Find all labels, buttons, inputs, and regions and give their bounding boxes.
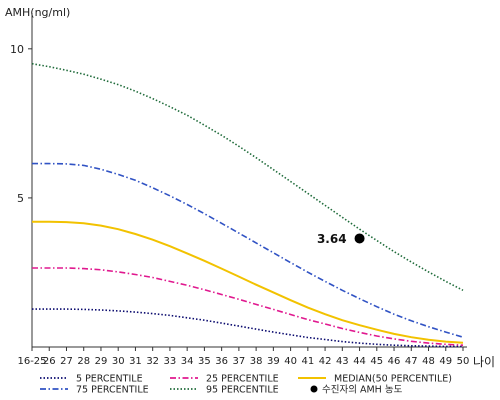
marker-value-label: 3.64 [317, 232, 347, 246]
x-tick-label: 43 [336, 356, 349, 367]
x-axis-title: 나이 [473, 355, 495, 369]
series-line [31, 62, 464, 292]
x-tick-label: 33 [164, 356, 177, 367]
x-tick-label: 39 [267, 356, 280, 367]
legend-label: MEDIAN(50 PERCENTILE) [334, 374, 452, 385]
x-tick-label: 37 [233, 356, 246, 367]
series-lines [31, 62, 464, 348]
x-tick-label: 41 [301, 356, 314, 367]
x-tick-label: 35 [198, 356, 211, 367]
y-tick-label: 5 [17, 192, 24, 205]
y-tick-label: 10 [10, 43, 24, 56]
series-line [32, 267, 464, 346]
y-axis-ticks: 5 10 [10, 43, 32, 205]
marker-point [354, 233, 365, 244]
legend-label: 75 PERCENTILE [76, 385, 149, 396]
x-tick-label: 42 [319, 356, 332, 367]
y-axis-title: AMH(ng/ml) [5, 6, 70, 19]
x-tick-label: 36 [215, 356, 228, 367]
x-tick-label: 26 [43, 356, 56, 367]
x-tick-label: 16-25 [17, 356, 46, 367]
patient-marker: 3.64 [317, 232, 365, 246]
legend-marker-label: 수진자의 AMH 농도 [322, 385, 403, 396]
x-tick-label: 44 [353, 356, 366, 367]
legend-label: 5 PERCENTILE [76, 374, 143, 385]
x-tick-label: 45 [370, 356, 383, 367]
legend: 5 PERCENTILE 25 PERCENTILE MEDIAN(50 PERCE… [40, 374, 452, 396]
x-tick-label: 48 [422, 356, 435, 367]
series-line [32, 308, 463, 348]
series-line [32, 220, 464, 344]
legend-marker-dot [310, 385, 318, 393]
x-tick-label: 47 [405, 356, 418, 367]
x-tick-label: 30 [112, 356, 125, 367]
x-tick-label: 46 [388, 356, 401, 367]
legend-label: 25 PERCENTILE [206, 374, 279, 385]
x-tick-label: 49 [439, 356, 452, 367]
x-tick-label: 38 [250, 356, 263, 367]
legend-label: 95 PERCENTILE [206, 385, 279, 396]
x-tick-label: 29 [95, 356, 108, 367]
x-tick-label: 50 [457, 356, 470, 367]
x-tick-label: 32 [146, 356, 159, 367]
x-tick-label: 40 [284, 356, 297, 367]
series-line [32, 162, 464, 338]
x-tick-label: 31 [129, 356, 142, 367]
x-tick-label: 34 [181, 356, 194, 367]
x-tick-label: 27 [60, 356, 73, 367]
x-tick-label: 28 [77, 356, 90, 367]
